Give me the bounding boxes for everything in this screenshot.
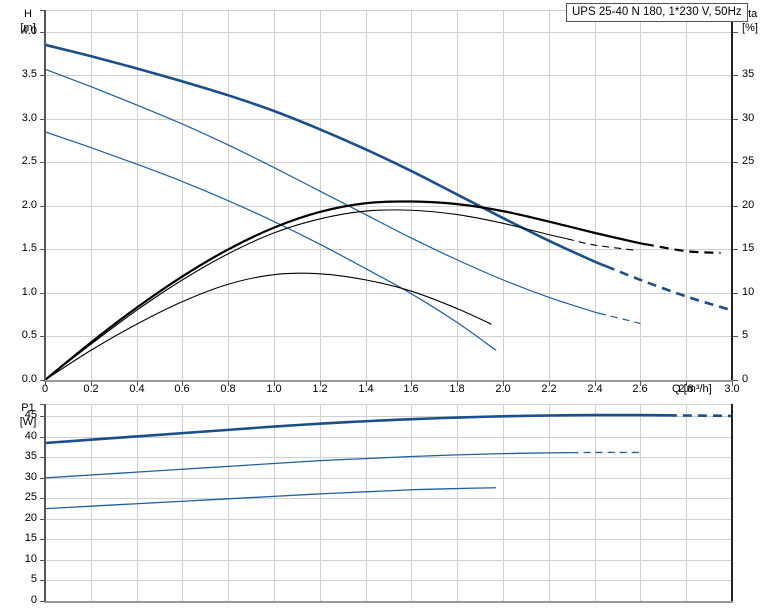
top-y-left-tick-label: 2.5	[3, 155, 37, 167]
top-y-right-tickmark	[733, 119, 738, 120]
top-y-left-tick-label: 1.0	[3, 286, 37, 298]
top-x-tickmark	[137, 381, 138, 386]
power-input-curves	[45, 404, 732, 601]
bottom-y-tickmark	[40, 498, 45, 499]
bottom-panel-right-axis	[731, 404, 733, 603]
top-series-2-solid	[45, 132, 496, 351]
bottom-y-tick-label: 45	[3, 409, 37, 421]
top-y-left-tickmark	[40, 119, 45, 120]
top-series-0-solid	[45, 45, 606, 266]
top-y-right-tickmark	[733, 380, 738, 381]
top-panel-y-right-axis-title-line2: [%]	[742, 22, 772, 34]
top-y-left-tick-label: 1.5	[3, 242, 37, 254]
top-series-4-solid	[45, 210, 567, 380]
bottom-y-tickmark	[40, 560, 45, 561]
bottom-series-1-solid	[45, 453, 572, 478]
top-panel-left-axis	[44, 10, 46, 382]
top-y-right-tickmark	[733, 32, 738, 33]
bottom-y-tickmark	[40, 580, 45, 581]
top-y-right-tick-label: 10	[742, 286, 766, 298]
bottom-y-tick-label: 25	[3, 491, 37, 503]
top-series-1-dashed	[599, 313, 640, 323]
top-y-left-tickmark	[40, 293, 45, 294]
top-y-right-tick-label: 0	[742, 373, 766, 385]
top-y-right-tick-label: 30	[742, 112, 766, 124]
bottom-y-tickmark	[40, 539, 45, 540]
top-y-right-tickmark	[733, 162, 738, 163]
bottom-y-tick-label: 35	[3, 450, 37, 462]
top-y-left-tickmark	[40, 10, 45, 11]
top-x-tickmark	[640, 381, 641, 386]
bottom-y-tick-label: 5	[3, 573, 37, 585]
pump-curve-chart: UPS 25-40 N 180, 1*230 V, 50Hz H [m] eta…	[0, 0, 774, 611]
top-series-3-dashed	[645, 244, 721, 253]
top-series-3-solid	[45, 201, 646, 380]
bottom-y-tickmark	[40, 437, 45, 438]
power-input-plot	[45, 404, 732, 601]
top-y-left-tickmark	[40, 249, 45, 250]
bottom-series-0-solid	[45, 415, 668, 443]
top-x-tickmark	[549, 381, 550, 386]
bottom-y-tick-label: 20	[3, 512, 37, 524]
top-y-right-tick-label: 5	[742, 329, 766, 341]
top-y-left-tickmark	[40, 380, 45, 381]
bottom-panel-bottom-axis	[44, 601, 733, 603]
top-y-left-tick-label: 0.0	[3, 373, 37, 385]
top-x-tickmark	[595, 381, 596, 386]
top-series-0-dashed	[606, 266, 732, 310]
top-x-tickmark	[503, 381, 504, 386]
top-y-right-tickmark	[733, 206, 738, 207]
top-x-tickmark	[411, 381, 412, 386]
head-efficiency-curves	[45, 10, 732, 380]
bottom-y-tickmark	[40, 416, 45, 417]
top-y-left-tick-label: 2.0	[3, 199, 37, 211]
top-y-right-tick-label: 20	[742, 199, 766, 211]
top-y-left-tickmark	[40, 32, 45, 33]
chart-title-box: UPS 25-40 N 180, 1*230 V, 50Hz	[566, 3, 748, 22]
top-x-tickmark	[686, 381, 687, 386]
bottom-y-tick-label: 0	[3, 594, 37, 606]
top-x-tickmark	[366, 381, 367, 386]
top-x-tickmark	[228, 381, 229, 386]
top-x-tickmark	[182, 381, 183, 386]
top-y-left-tick-label: 4.0	[3, 25, 37, 37]
bottom-series-0-dashed	[668, 415, 732, 416]
bottom-y-tickmark	[40, 519, 45, 520]
bottom-y-tickmark	[40, 457, 45, 458]
bottom-series-2-solid	[45, 488, 496, 509]
bottom-panel-left-axis	[44, 404, 46, 603]
top-y-right-tickmark	[733, 75, 738, 76]
top-y-left-tickmark	[40, 336, 45, 337]
top-y-right-tick-label: 25	[742, 155, 766, 167]
bottom-y-tickmark	[40, 601, 45, 602]
top-y-left-tick-label: 3.5	[3, 68, 37, 80]
bottom-y-tick-label: 10	[3, 553, 37, 565]
bottom-y-tickmark	[40, 478, 45, 479]
top-x-tickmark	[91, 381, 92, 386]
bottom-y-tick-label: 30	[3, 471, 37, 483]
top-x-tickmark	[45, 381, 46, 386]
bottom-y-tickmark	[40, 404, 45, 405]
head-efficiency-plot	[45, 10, 732, 380]
top-panel-y-left-axis-title-line1: H	[14, 8, 42, 20]
top-panel-right-axis	[731, 10, 733, 382]
bottom-y-tick-label: 15	[3, 532, 37, 544]
top-series-1-solid	[45, 69, 600, 313]
bottom-y-tick-label: 40	[3, 430, 37, 442]
top-x-tickmark	[732, 381, 733, 386]
top-x-tickmark	[457, 381, 458, 386]
top-panel-bottom-axis	[44, 380, 733, 382]
top-x-tickmark	[320, 381, 321, 386]
top-y-left-tick-label: 0.5	[3, 329, 37, 341]
top-y-right-tickmark	[733, 336, 738, 337]
top-y-right-tick-label: 15	[742, 242, 766, 254]
top-y-left-tick-label: 3.0	[3, 112, 37, 124]
top-y-left-tickmark	[40, 206, 45, 207]
top-y-right-tickmark	[733, 249, 738, 250]
top-y-right-tick-label: 35	[742, 68, 766, 80]
top-y-left-tickmark	[40, 75, 45, 76]
top-y-right-tickmark	[733, 293, 738, 294]
top-x-tickmark	[274, 381, 275, 386]
top-y-left-tickmark	[40, 162, 45, 163]
